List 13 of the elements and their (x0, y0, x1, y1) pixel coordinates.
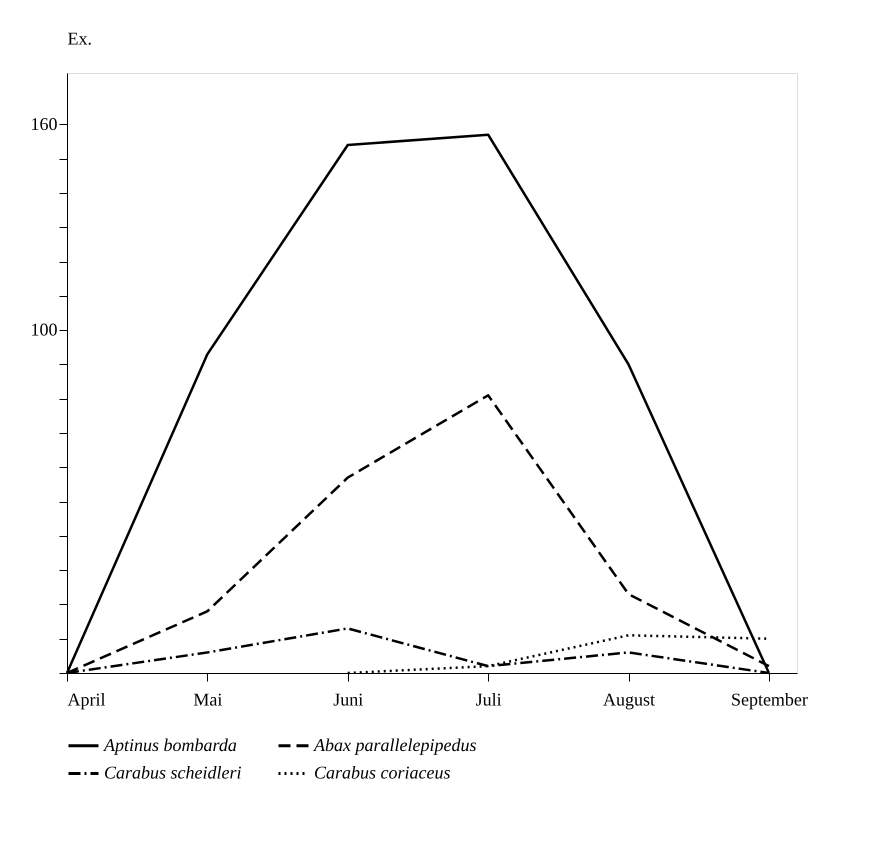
x-tick-label: Juni (333, 690, 364, 710)
legend-label: Carabus coriaceus (314, 762, 450, 782)
x-tick-label: Juli (476, 690, 502, 710)
x-tick-label: Mai (193, 690, 222, 710)
legend-label: Carabus scheidleri (104, 762, 242, 782)
x-tick-label: September (730, 690, 808, 710)
y-tick-label: 100 (30, 320, 58, 340)
x-tick-label: April (68, 690, 106, 710)
y-axis-title: Ex. (68, 28, 92, 48)
legend-label: Abax parallelepipedus (313, 734, 476, 755)
x-tick-label: August (603, 690, 656, 710)
y-tick-label: 160 (30, 114, 58, 134)
legend-label: Aptinus bombarda (103, 734, 237, 755)
